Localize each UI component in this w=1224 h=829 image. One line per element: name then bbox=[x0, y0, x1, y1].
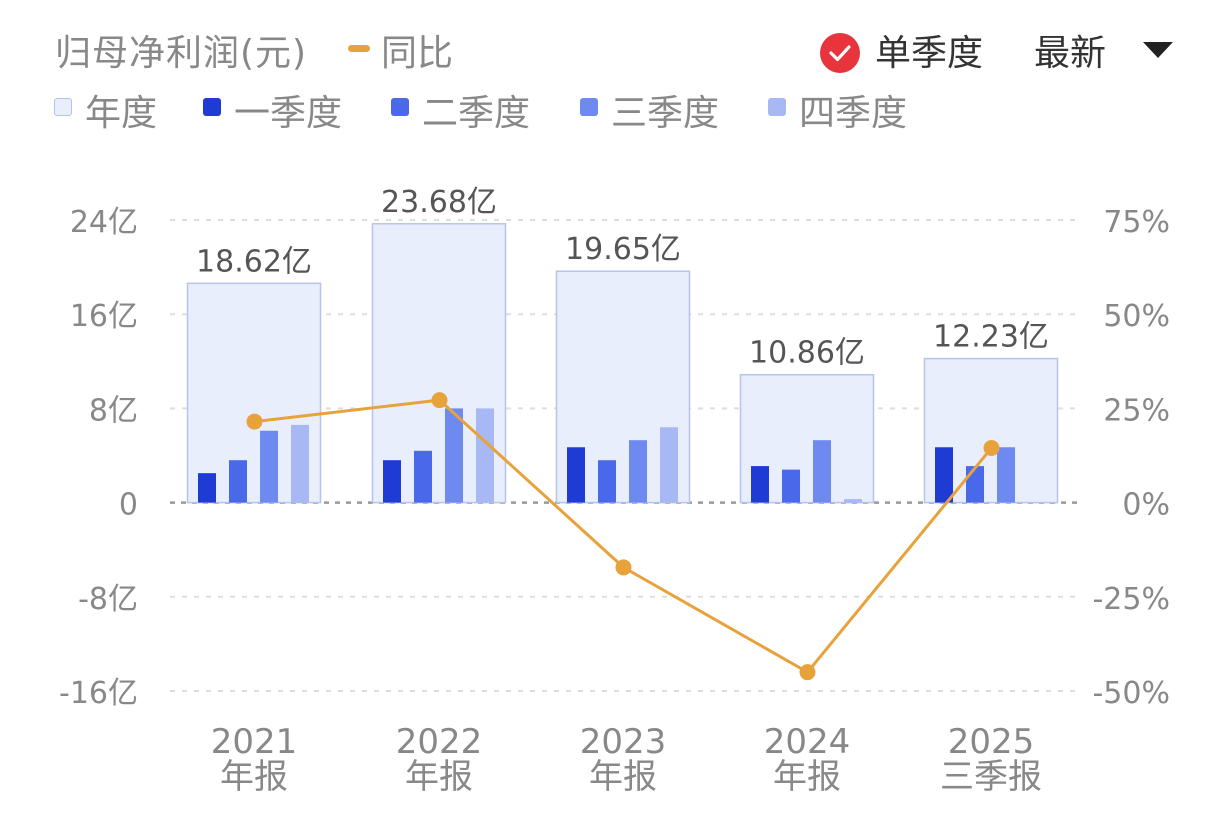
quarter-bar-q3 bbox=[445, 408, 463, 503]
x-tick-period: 年报 bbox=[220, 757, 288, 797]
quarter-bar-q2 bbox=[598, 460, 616, 503]
x-tick-year: 2024 bbox=[764, 722, 851, 762]
x-tick-period: 三季报 bbox=[940, 757, 1042, 797]
legend-swatch-q2 bbox=[391, 98, 409, 116]
legend-label-q1: 一季度 bbox=[234, 93, 343, 134]
quarter-bar-q2 bbox=[966, 466, 984, 503]
quarter-bar-q1 bbox=[198, 473, 216, 503]
annual-value-label: 10.86亿 bbox=[749, 336, 865, 371]
quarter-bar-q3 bbox=[629, 440, 647, 503]
legend-label-annual: 年度 bbox=[85, 93, 158, 134]
latest-dropdown[interactable]: 最新 bbox=[1034, 33, 1107, 74]
y-right-tick-label: -50% bbox=[1092, 676, 1170, 711]
y-left-tick-label: -16亿 bbox=[59, 676, 138, 711]
chart-title: 归母净利润(元) bbox=[55, 33, 308, 74]
y-right-tick-label: 50% bbox=[1103, 299, 1170, 334]
quarter-bar-q3 bbox=[813, 440, 831, 503]
annual-value-label: 19.65亿 bbox=[565, 232, 681, 267]
quarter-bar-q4 bbox=[291, 424, 309, 503]
legend-label-q4: 四季度 bbox=[799, 93, 908, 134]
yoy-point bbox=[799, 664, 816, 681]
x-tick-period: 年报 bbox=[405, 757, 473, 797]
yoy-legend-marker bbox=[348, 45, 370, 52]
legend-label-q3: 三季度 bbox=[611, 93, 720, 134]
y-left-tick-label: 16亿 bbox=[70, 299, 138, 334]
y-right-tick-label: 75% bbox=[1103, 205, 1170, 240]
yoy-point bbox=[246, 413, 263, 430]
x-tick-period: 年报 bbox=[589, 757, 657, 797]
y-left-tick-label: 8亿 bbox=[89, 393, 138, 428]
quarter-bar-q2 bbox=[229, 460, 247, 503]
annual-value-label: 23.68亿 bbox=[381, 185, 497, 220]
y-right-tick-label: 25% bbox=[1103, 393, 1170, 428]
quarter-bar-q2 bbox=[782, 469, 800, 503]
quarter-bar-q1 bbox=[751, 466, 769, 503]
quarter-bar-q2 bbox=[414, 450, 432, 503]
yoy-legend-label: 同比 bbox=[381, 33, 454, 74]
chevron-down-icon[interactable] bbox=[1143, 42, 1173, 58]
quarter-bar-q1 bbox=[383, 460, 401, 503]
annual-value-label: 12.23亿 bbox=[933, 320, 1049, 355]
quarter-bar-q1 bbox=[935, 447, 953, 503]
legend-label-q2: 二季度 bbox=[422, 93, 531, 134]
legend-swatch-annual bbox=[54, 98, 72, 116]
quarter-bar-q3 bbox=[260, 430, 278, 503]
quarter-bar-q4 bbox=[660, 427, 678, 503]
x-tick-year: 2022 bbox=[396, 722, 483, 762]
y-right-tick-label: 0% bbox=[1122, 488, 1170, 523]
yoy-point bbox=[983, 439, 1000, 456]
legend-swatch-q4 bbox=[768, 98, 786, 116]
yoy-point bbox=[615, 559, 632, 576]
y-left-tick-label: 24亿 bbox=[70, 205, 138, 240]
annual-value-label: 18.62亿 bbox=[196, 244, 312, 279]
quarter-bar-q1 bbox=[567, 447, 585, 503]
yoy-point bbox=[431, 392, 448, 409]
x-tick-year: 2021 bbox=[211, 722, 298, 762]
single-quarter-toggle[interactable]: 单季度 bbox=[875, 33, 984, 74]
quarter-bar-q3 bbox=[997, 447, 1015, 503]
x-tick-year: 2023 bbox=[580, 722, 667, 762]
x-tick-year: 2025 bbox=[948, 722, 1035, 762]
y-left-tick-label: -8亿 bbox=[78, 582, 138, 617]
x-tick-period: 年报 bbox=[773, 757, 841, 797]
y-right-tick-label: -25% bbox=[1092, 582, 1170, 617]
legend-swatch-q1 bbox=[203, 98, 221, 116]
check-icon[interactable] bbox=[820, 33, 860, 73]
y-left-tick-label: 0 bbox=[119, 488, 138, 523]
legend-swatch-q3 bbox=[580, 98, 598, 116]
quarter-bar-q4 bbox=[844, 499, 862, 503]
quarter-bar-q4 bbox=[476, 408, 494, 503]
